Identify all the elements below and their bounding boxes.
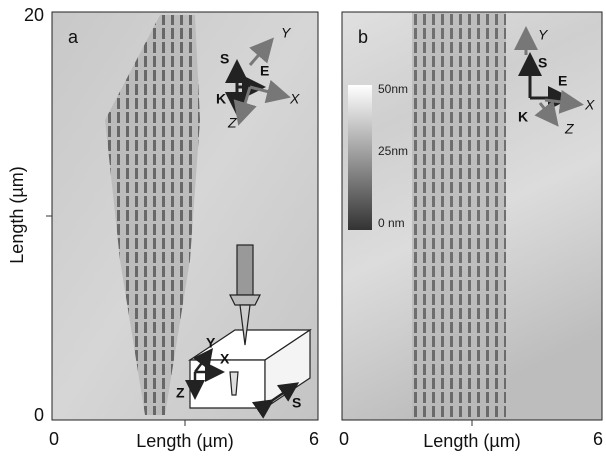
triad-label: Z	[564, 121, 574, 137]
x-axis-label: Length (µm)	[136, 431, 233, 451]
inset-label: X	[220, 351, 230, 367]
y-tick-label: 20	[24, 5, 44, 25]
panel-b: b 50nm 25nm 0 nm Y S E X K Z 0 6 Length …	[339, 11, 603, 451]
triad-label: X	[584, 97, 595, 113]
triad-label: E	[558, 73, 567, 89]
inset-label: S	[292, 395, 301, 411]
panel-label: a	[68, 27, 79, 47]
x-tick-label: 6	[309, 429, 319, 449]
triad-label: K	[216, 91, 226, 107]
triad-label: K	[518, 109, 528, 125]
x-axis-label: Length (µm)	[423, 431, 520, 451]
triad-lab	[233, 37, 291, 126]
x-tick-label: 0	[49, 429, 59, 449]
panel-label: b	[358, 27, 368, 47]
grooves	[105, 15, 200, 415]
colorbar-label: 25nm	[378, 144, 408, 158]
triad-label: Y	[538, 27, 549, 43]
panel-a: a S Y E X K Z Y X Z S 0 6 Length (µm)	[49, 11, 319, 451]
inset-label: Z	[176, 385, 185, 401]
colorbar-label: 50nm	[378, 82, 408, 96]
x-tick-label: 6	[593, 429, 603, 449]
colorbar-label: 0 nm	[378, 216, 405, 230]
triad-label: Z	[227, 115, 237, 131]
triad-label: S	[220, 51, 229, 67]
inset-label: Y	[206, 335, 216, 351]
grooves	[412, 12, 506, 420]
triad-label: Y	[281, 25, 292, 41]
y-tick-label: 0	[34, 405, 44, 425]
triad-lab	[514, 26, 584, 127]
triad-label: E	[260, 63, 269, 79]
inset	[185, 244, 312, 419]
colorbar	[348, 85, 372, 230]
triad-label: S	[538, 55, 547, 71]
triad-label: X	[289, 91, 300, 107]
x-tick-label: 0	[339, 429, 349, 449]
y-axis-label: Length (µm)	[7, 166, 27, 263]
